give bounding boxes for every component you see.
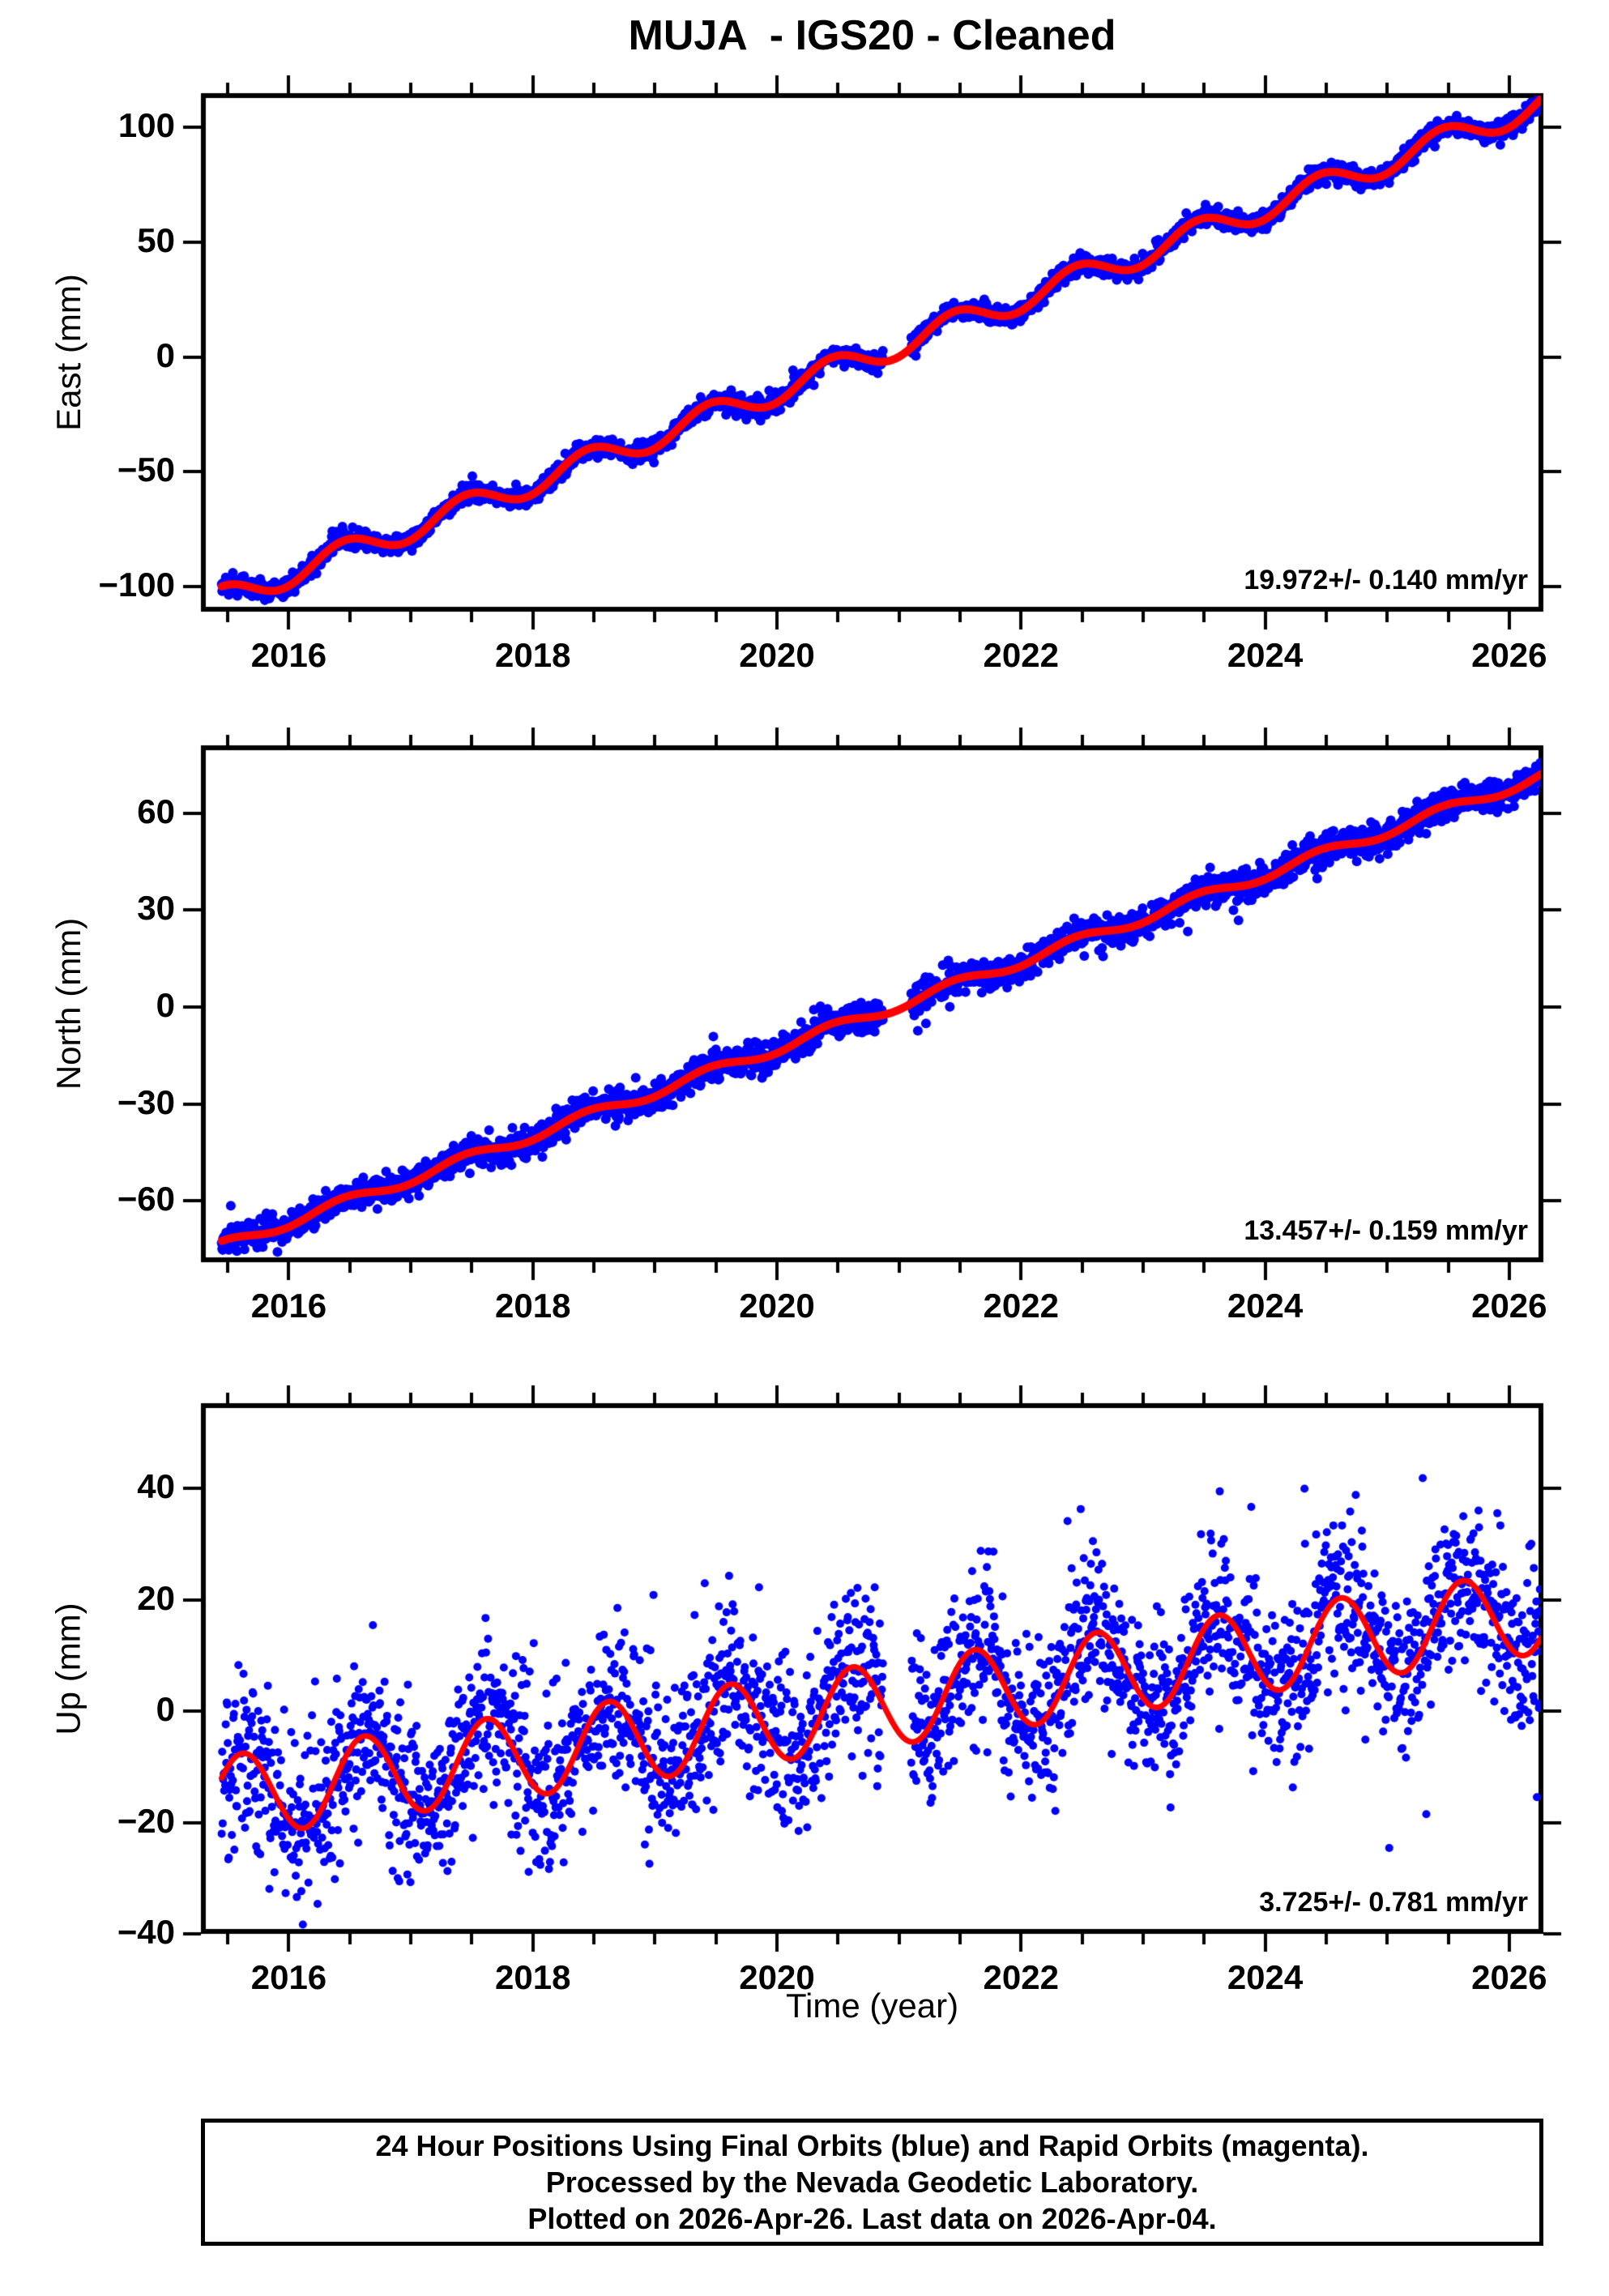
y-tick-label: −100: [98, 565, 175, 604]
x-tick-label: 2020: [739, 1287, 815, 1325]
x-axis-title: Time (year): [785, 1987, 959, 2025]
y-tick-label: 50: [137, 221, 175, 260]
y-tick-label: 100: [117, 106, 175, 145]
y-tick-label: 0: [156, 985, 175, 1024]
footer-note-box: 24 Hour Positions Using Final Orbits (bl…: [201, 2119, 1543, 2246]
x-tick-label: 2022: [983, 1958, 1059, 1996]
east-rate-annotation: 19.972+/- 0.140 mm/yr: [1244, 565, 1528, 595]
x-tick-label: 2018: [495, 1958, 571, 1996]
x-tick-label: 2018: [495, 1287, 571, 1325]
footer-line-orbits: 24 Hour Positions Using Final Orbits (bl…: [375, 2129, 1369, 2162]
x-tick-label: 2016: [250, 1287, 327, 1325]
x-tick-label: 2016: [250, 1958, 327, 1996]
y-tick-label: −30: [117, 1082, 175, 1121]
plot-title: MUJA - IGS20 - Cleaned: [628, 12, 1116, 59]
x-tick-label: 2026: [1471, 636, 1547, 674]
x-tick-label: 2024: [1227, 636, 1304, 674]
x-tick-label: 2020: [739, 636, 815, 674]
y-tick-label: −20: [117, 1801, 175, 1840]
y-tick-label: 0: [156, 335, 175, 374]
y-tick-label: −50: [117, 450, 175, 489]
footer-line-processed: Processed by the Nevada Geodetic Laborat…: [545, 2166, 1199, 2199]
x-tick-label: 2016: [250, 636, 327, 674]
y-tick-label: 30: [137, 889, 175, 928]
north-rate-annotation: 13.457+/- 0.159 mm/yr: [1244, 1215, 1528, 1246]
x-tick-label: 2018: [495, 636, 571, 674]
y-tick-label: −40: [117, 1913, 175, 1951]
y-tick-label: 60: [137, 792, 175, 830]
up-rate-annotation: 3.725+/- 0.781 mm/yr: [1259, 1887, 1528, 1918]
x-tick-label: 2024: [1227, 1287, 1304, 1325]
footer-line-plotted: Plotted on 2026-Apr-26. Last data on 202…: [527, 2202, 1217, 2235]
y-tick-label: 20: [137, 1578, 175, 1617]
x-tick-label: 2022: [983, 1287, 1059, 1325]
x-tick-label: 2026: [1471, 1958, 1547, 1996]
x-tick-label: 2024: [1227, 1958, 1304, 1996]
y-tick-label: 0: [156, 1690, 175, 1729]
y-tick-label: 40: [137, 1467, 175, 1506]
x-tick-label: 2020: [739, 1958, 815, 1996]
x-tick-label: 2026: [1471, 1287, 1547, 1325]
x-tick-label: 2022: [983, 636, 1059, 674]
y-tick-label: −60: [117, 1180, 175, 1218]
